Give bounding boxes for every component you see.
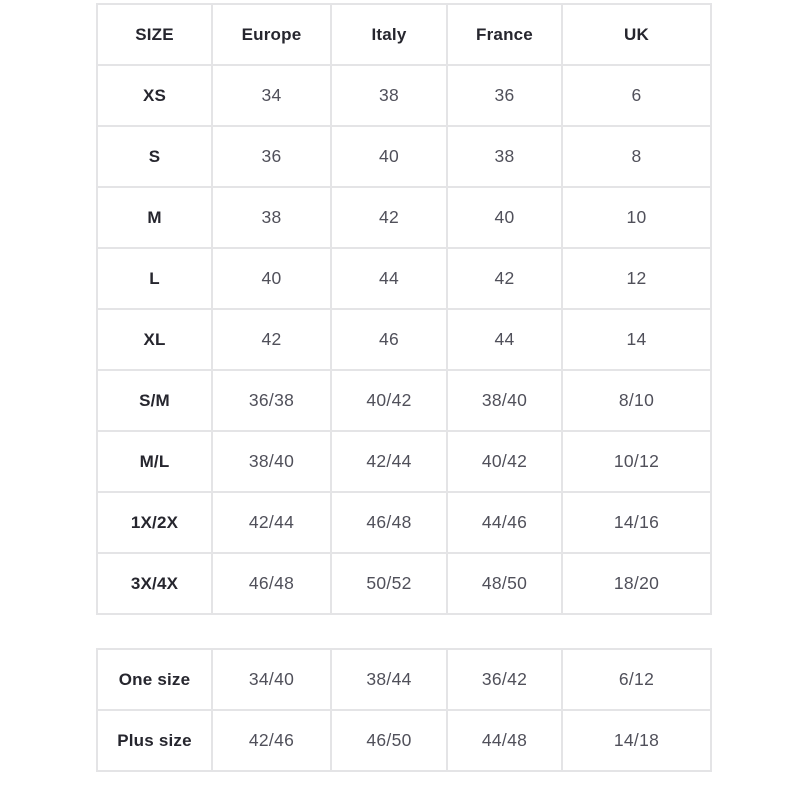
value-cell: 44 (446, 308, 563, 371)
size-table-body: XS 34 38 36 6 S 36 40 38 8 M 38 42 40 10 L 40 44 42 12 XL 42 4… (96, 64, 712, 615)
value-cell: 40 (211, 247, 332, 310)
header-cell-france: France (446, 3, 563, 66)
value-cell: 40 (330, 125, 448, 188)
value-cell: 40 (446, 186, 563, 249)
table-row: One size 34/40 38/44 36/42 6/12 (96, 648, 712, 711)
size-label-cell: One size (96, 648, 213, 711)
value-cell: 42 (330, 186, 448, 249)
size-label-cell: 1X/2X (96, 491, 213, 554)
value-cell: 42/46 (211, 709, 332, 772)
size-label-cell: S (96, 125, 213, 188)
special-sizes-table: One size 34/40 38/44 36/42 6/12 Plus size 42/4… (96, 648, 712, 772)
value-cell: 38 (446, 125, 563, 188)
value-cell: 18/20 (561, 552, 712, 615)
value-cell: 14/16 (561, 491, 712, 554)
value-cell: 6 (561, 64, 712, 127)
size-label-cell: L (96, 247, 213, 310)
value-cell: 12 (561, 247, 712, 310)
value-cell: 6/12 (561, 648, 712, 711)
table-row: 3X/4X 46/48 50/52 48/50 18/20 (96, 552, 712, 615)
value-cell: 46/50 (330, 709, 448, 772)
table-gap (96, 615, 800, 648)
value-cell: 42 (211, 308, 332, 371)
value-cell: 34/40 (211, 648, 332, 711)
header-row: SIZE Europe Italy France UK (96, 3, 712, 66)
value-cell: 10/12 (561, 430, 712, 493)
value-cell: 8/10 (561, 369, 712, 432)
value-cell: 40/42 (446, 430, 563, 493)
value-cell: 36/38 (211, 369, 332, 432)
table-row: M/L 38/40 42/44 40/42 10/12 (96, 430, 712, 493)
size-label-cell: 3X/4X (96, 552, 213, 615)
value-cell: 48/50 (446, 552, 563, 615)
value-cell: 34 (211, 64, 332, 127)
table-row: Plus size 42/46 46/50 44/48 14/18 (96, 709, 712, 772)
size-label-cell: M/L (96, 430, 213, 493)
value-cell: 42/44 (330, 430, 448, 493)
header-cell-uk: UK (561, 3, 712, 66)
size-conversion-table: SIZE Europe Italy France UK XS 34 38 36 6 S 36… (96, 3, 712, 615)
table-row: M 38 42 40 10 (96, 186, 712, 249)
value-cell: 36 (446, 64, 563, 127)
size-label-cell: M (96, 186, 213, 249)
size-label-cell: XL (96, 308, 213, 371)
value-cell: 46/48 (330, 491, 448, 554)
table-row: XL 42 46 44 14 (96, 308, 712, 371)
value-cell: 38/40 (211, 430, 332, 493)
value-cell: 44/48 (446, 709, 563, 772)
value-cell: 40/42 (330, 369, 448, 432)
value-cell: 38 (330, 64, 448, 127)
value-cell: 38 (211, 186, 332, 249)
value-cell: 36 (211, 125, 332, 188)
size-label-cell: XS (96, 64, 213, 127)
value-cell: 10 (561, 186, 712, 249)
value-cell: 50/52 (330, 552, 448, 615)
special-table-body: One size 34/40 38/44 36/42 6/12 Plus size 42/4… (96, 648, 712, 772)
size-label-cell: Plus size (96, 709, 213, 772)
table-row: XS 34 38 36 6 (96, 64, 712, 127)
table-row: S/M 36/38 40/42 38/40 8/10 (96, 369, 712, 432)
size-guide-section: SIZE Europe Italy France UK XS 34 38 36 6 S 36… (96, 3, 800, 772)
value-cell: 38/44 (330, 648, 448, 711)
value-cell: 46/48 (211, 552, 332, 615)
value-cell: 44 (330, 247, 448, 310)
value-cell: 46 (330, 308, 448, 371)
table-row: S 36 40 38 8 (96, 125, 712, 188)
value-cell: 8 (561, 125, 712, 188)
table-row: 1X/2X 42/44 46/48 44/46 14/16 (96, 491, 712, 554)
value-cell: 36/42 (446, 648, 563, 711)
value-cell: 42/44 (211, 491, 332, 554)
header-cell-italy: Italy (330, 3, 448, 66)
value-cell: 14 (561, 308, 712, 371)
value-cell: 14/18 (561, 709, 712, 772)
value-cell: 38/40 (446, 369, 563, 432)
header-cell-europe: Europe (211, 3, 332, 66)
header-cell-size: SIZE (96, 3, 213, 66)
value-cell: 44/46 (446, 491, 563, 554)
value-cell: 42 (446, 247, 563, 310)
size-label-cell: S/M (96, 369, 213, 432)
table-row: L 40 44 42 12 (96, 247, 712, 310)
